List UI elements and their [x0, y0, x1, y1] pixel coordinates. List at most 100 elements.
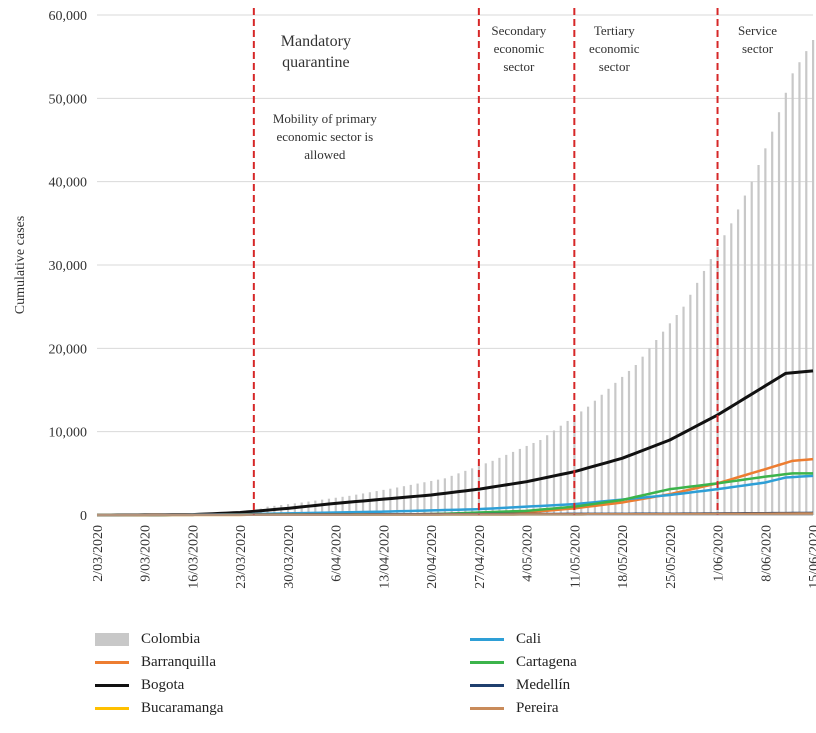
colombia-bar	[757, 165, 760, 515]
colombia-bar	[396, 487, 399, 515]
x-tick-label: 1/06/2020	[712, 525, 727, 582]
series-line-bogota	[96, 369, 814, 517]
phase-sublabel: allowed	[304, 147, 346, 162]
colombia-bar	[464, 470, 467, 515]
axes: 0 10,000 20,000 30,000 40,000 50,000 60,000 2/0…	[49, 9, 816, 589]
phase-divider-lines	[252, 8, 719, 515]
legend: Colombia Barranquilla Bogota Bucaramanga Cal…	[95, 628, 795, 728]
x-tick-label: 27/04/2020	[473, 525, 488, 589]
colombia-bar	[655, 340, 658, 515]
colombia-bar	[709, 259, 712, 515]
colombia-bar	[327, 498, 331, 515]
colombia-bar	[600, 394, 603, 515]
colombia-bars	[102, 40, 815, 516]
x-tick-label: 8/06/2020	[759, 525, 774, 582]
colombia-bar	[743, 195, 747, 516]
legend-label: Cali	[516, 630, 541, 647]
city-lines	[96, 369, 814, 517]
colombia-bar	[586, 406, 590, 515]
legend-item: Cartagena	[470, 651, 577, 673]
x-tick-label: 15/06/2020	[807, 525, 816, 589]
y-tick-label: 50,000	[49, 92, 88, 107]
colombia-bar	[777, 112, 781, 515]
y-tick-label: 40,000	[49, 176, 88, 191]
x-tick-label: 20/04/2020	[425, 525, 440, 589]
colombia-bar	[614, 382, 617, 515]
colombia-bar	[723, 235, 726, 515]
colombia-bar	[368, 492, 371, 515]
series-line-barranquilla	[96, 457, 814, 517]
legend-swatch	[95, 660, 129, 664]
colombia-bar	[696, 282, 699, 515]
phase-label: sector	[503, 59, 535, 74]
colombia-bar	[805, 51, 808, 515]
colombia-bar	[689, 294, 692, 515]
legend-item: Colombia	[95, 628, 200, 650]
colombia-bar	[402, 486, 406, 515]
x-tick-label: 30/03/2020	[282, 525, 297, 589]
colombia-bar	[382, 489, 385, 515]
x-tick-label: 23/03/2020	[234, 525, 249, 589]
y-tick-label: 20,000	[49, 342, 88, 357]
colombia-bar	[348, 495, 351, 515]
legend-item: Cali	[470, 628, 541, 650]
colombia-bar	[416, 483, 419, 515]
colombia-bar	[423, 482, 426, 515]
colombia-bar	[661, 331, 665, 515]
colombia-bar	[750, 181, 753, 515]
legend-item: Medellín	[470, 674, 570, 696]
legend-label: Pereira	[516, 699, 559, 716]
colombia-bar	[389, 488, 392, 515]
colombia-bar	[321, 499, 324, 515]
x-tick-label: 9/03/2020	[139, 525, 154, 582]
phase-label: Tertiary	[594, 23, 635, 38]
series-line-cali	[96, 474, 814, 517]
colombia-bar	[450, 475, 453, 515]
legend-swatch	[470, 683, 504, 687]
legend-label: Medellín	[516, 676, 571, 693]
x-tick-label: 13/04/2020	[377, 525, 392, 589]
colombia-bar	[784, 92, 787, 516]
legend-swatch	[95, 632, 129, 646]
y-tick-label: 30,000	[49, 259, 88, 274]
phase-label: quarantine	[282, 54, 350, 71]
x-tick-label: 2/03/2020	[91, 525, 106, 582]
colombia-bar	[436, 479, 440, 515]
colombia-bar	[607, 388, 610, 515]
colombia-bar	[736, 209, 740, 515]
colombia-bar	[566, 420, 569, 515]
colombia-bar	[361, 493, 365, 515]
colombia-bar	[314, 500, 317, 515]
x-tick-label: 4/05/2020	[521, 525, 536, 582]
colombia-bar	[716, 247, 719, 515]
legend-swatch	[95, 706, 129, 710]
y-tick-label: 60,000	[49, 9, 88, 24]
phase-label: Secondary	[491, 23, 546, 38]
colombia-bar	[552, 430, 556, 515]
cumulative-cases-chart: 0 10,000 20,000 30,000 40,000 50,000 60,000 2/0…	[13, 8, 816, 589]
colombia-bar	[627, 370, 631, 515]
colombia-bar	[443, 478, 446, 515]
x-tick-label: 6/04/2020	[330, 525, 345, 582]
colombia-bar	[546, 435, 549, 515]
colombia-bar	[593, 400, 596, 515]
colombia-bar	[675, 315, 678, 515]
colombia-bar	[341, 496, 344, 515]
colombia-bar	[430, 480, 433, 515]
legend-label: Bucaramanga	[141, 699, 224, 716]
legend-label: Colombia	[141, 630, 201, 647]
colombia-bar	[559, 425, 562, 515]
colombia-bar	[457, 473, 460, 515]
colombia-bar	[764, 148, 767, 516]
colombia-bar	[702, 270, 706, 515]
phase-label: economic	[494, 41, 545, 56]
y-tick-label: 10,000	[49, 426, 88, 441]
phase-label: Mandatory	[281, 33, 351, 50]
legend-label: Bogota	[141, 676, 185, 693]
colombia-bar	[580, 411, 583, 515]
colombia-bar	[798, 62, 801, 515]
phase-sublabel: Mobility of primary	[273, 111, 377, 126]
gridlines	[97, 14, 813, 433]
colombia-bar	[682, 306, 685, 515]
phase-sublabel: economic sector is	[276, 129, 373, 144]
